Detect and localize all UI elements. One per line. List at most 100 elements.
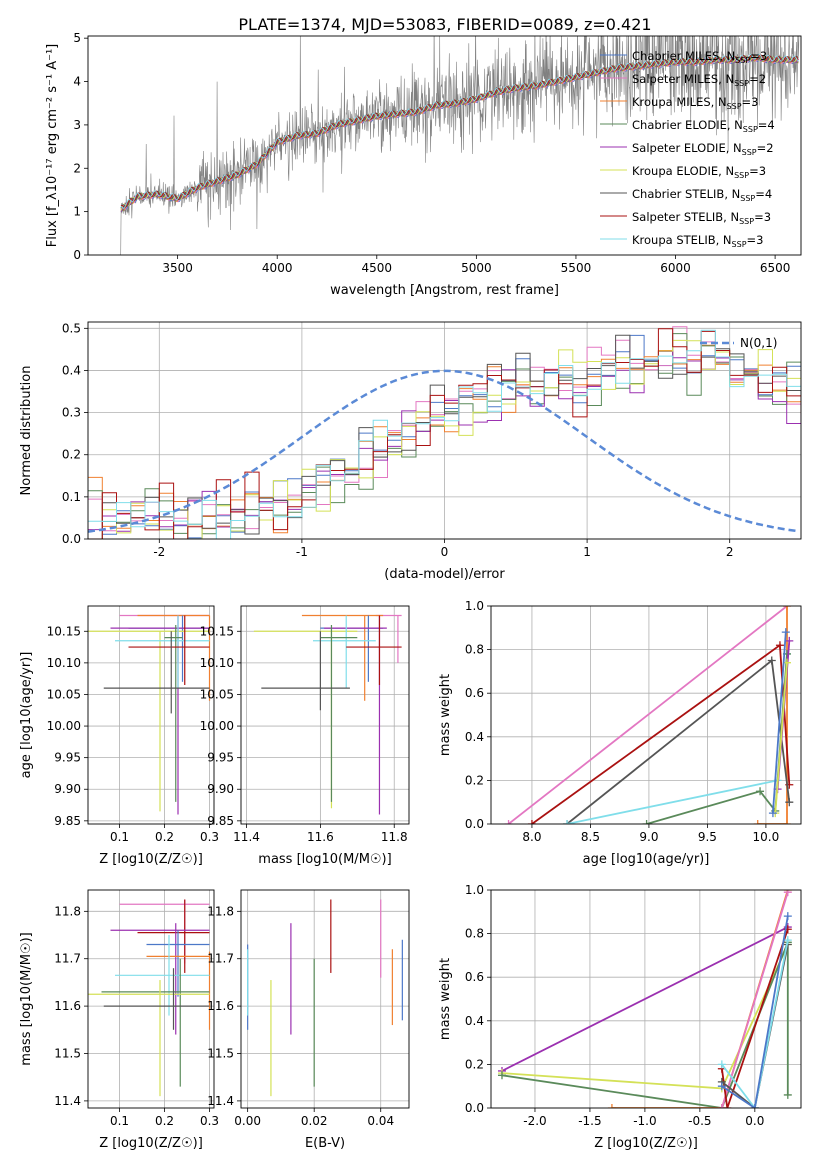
y-tick-label: 3 — [73, 118, 81, 132]
y-tick-label: 11.7 — [54, 952, 81, 966]
y-tick-label: 1 — [73, 205, 81, 219]
y-tick-label: 11.6 — [54, 999, 81, 1013]
x-tick-label: 9.0 — [639, 830, 658, 844]
x-tick-label: 2 — [726, 545, 734, 559]
y-tick-label: 4 — [73, 75, 81, 89]
y-tick-label: 5 — [73, 31, 81, 45]
y-tick-label: 9.90 — [207, 782, 234, 796]
weight-line — [721, 939, 789, 1108]
y-tick-label: 0.2 — [465, 773, 484, 787]
plot-area-age-vs-Z — [88, 614, 211, 815]
x-tick-label: 0.3 — [200, 830, 219, 844]
axes-frame — [87, 605, 215, 825]
y-tick-label: 0.0 — [465, 1101, 484, 1115]
y-tick-label: 11.4 — [207, 1094, 234, 1108]
legend-entry: Salpeter ELODIE, NSSP=2 — [632, 141, 774, 157]
weight-marker — [717, 1082, 726, 1091]
x-axis-label: age [log10(age/yr)] — [583, 852, 710, 867]
weight-line — [721, 891, 789, 1108]
x-tick-label: 6000 — [660, 261, 691, 275]
model-spectrum — [120, 55, 799, 212]
x-tick-label: 0.2 — [155, 1114, 174, 1128]
weight-line — [531, 643, 791, 824]
y-tick-label: 0.5 — [62, 321, 81, 335]
x-tick-label: -1.5 — [578, 1114, 601, 1128]
x-axis-label: E(B-V) — [305, 1136, 345, 1151]
x-axis-label: (data-model)/error — [384, 567, 505, 582]
panel-spectrum: 3500 4000 4500 5000 5500 6000 6500 0 1 2 3 4 5 wavele… — [45, 31, 802, 298]
weight-marker — [723, 1104, 732, 1108]
y-tick-label: 0.4 — [62, 363, 81, 377]
y-axis-label: age [log10(age/yr)] — [19, 652, 34, 779]
weight-line — [774, 662, 788, 814]
weight-marker — [563, 820, 572, 824]
weight-marker — [768, 809, 777, 818]
weight-marker — [783, 936, 792, 945]
weight-marker — [785, 798, 794, 807]
x-tick-label: 8.0 — [522, 830, 541, 844]
panel-residuals: -2 -1 0 1 2 0.0 0.1 0.2 0.3 0.4 0.5 (data-model)/er… — [19, 321, 802, 582]
weight-marker — [785, 636, 794, 645]
weight-marker — [782, 606, 791, 610]
axes-frame — [87, 889, 215, 1109]
plot-area-mass-vs-EBV — [247, 899, 403, 1097]
weight-marker — [783, 890, 792, 897]
x-axis-label: Z [log10(Z/Z☉)] — [594, 1136, 698, 1151]
axes-frame — [87, 321, 802, 540]
weight-marker — [753, 820, 762, 824]
weight-marker — [607, 1104, 616, 1108]
legend-entry: Salpeter STELIB, NSSP=3 — [632, 210, 771, 226]
x-tick-label: 4500 — [362, 261, 393, 275]
y-tick-label: 11.6 — [207, 999, 234, 1013]
legend-entry: Kroupa STELIB, NSSP=3 — [632, 233, 763, 249]
legend-entry: Chabrier ELODIE, NSSP=4 — [632, 118, 775, 134]
legend-entry: N(0,1) — [740, 336, 777, 350]
weight-marker — [527, 820, 536, 824]
x-axis-label: mass [log10(M/M☉)] — [258, 852, 391, 867]
x-tick-label: 9.5 — [698, 830, 717, 844]
x-tick-label: 5000 — [461, 261, 492, 275]
x-tick-label: -1 — [296, 545, 308, 559]
y-tick-label: 11.8 — [54, 904, 81, 918]
y-tick-label: 0.4 — [465, 1014, 484, 1028]
weight-marker — [781, 628, 790, 637]
weight-line — [566, 658, 791, 824]
x-axis-label: Z [log10(Z/Z☉)] — [99, 1136, 203, 1151]
y-tick-label: 10.00 — [200, 719, 234, 733]
y-tick-label: 9.95 — [54, 751, 81, 765]
model-spectrum — [120, 54, 799, 209]
normal-curve — [88, 369, 799, 533]
x-tick-label: 4000 — [262, 261, 293, 275]
x-tick-label: 0 — [441, 545, 449, 559]
plots: 3500 4000 4500 5000 5500 6000 6500 0 1 2 3 4 5 wavele… — [19, 31, 802, 1151]
y-tick-label: 0.1 — [62, 490, 81, 504]
panel-weight-vs-age: 8.0 8.5 9.0 9.5 10.0 0.0 0.2 0.4 0.6 0.8 1.0 age [l… — [438, 599, 802, 867]
histogram-kroupa-stelib — [88, 329, 801, 539]
y-tick-label: 0.0 — [465, 817, 484, 831]
panel-weight-vs-Z: -2.0 -1.5 -1.0 -0.5 0.0 0.0 0.2 0.4 0.6 0.8 1.0 Z [… — [438, 883, 802, 1151]
x-tick-label: 3500 — [162, 261, 193, 275]
legend-entry: Kroupa ELODIE, NSSP=3 — [632, 164, 766, 180]
weight-marker — [717, 1104, 726, 1108]
x-tick-label: 6500 — [760, 261, 791, 275]
y-tick-label: 1.0 — [465, 883, 484, 897]
weight-marker — [782, 820, 791, 824]
y-axis-label: mass [log10(M/M☉)] — [19, 932, 34, 1065]
x-tick-label: 0.04 — [367, 1114, 394, 1128]
weight-marker — [504, 820, 513, 824]
y-tick-label: 10.05 — [47, 687, 81, 701]
y-tick-label: 0.2 — [62, 448, 81, 462]
x-axis-label: wavelength [Angstrom, rest frame] — [330, 283, 559, 298]
axes-frame — [240, 889, 410, 1109]
x-tick-label: 11.8 — [381, 830, 408, 844]
legend-entry: Chabrier MILES, NSSP=3 — [632, 49, 767, 65]
y-axis-label: mass weight — [438, 958, 453, 1040]
weight-marker — [756, 787, 765, 796]
y-tick-label: 0.4 — [465, 730, 484, 744]
legend-entry: Chabrier STELIB, NSSP=4 — [632, 187, 772, 203]
y-tick-label: 9.90 — [54, 782, 81, 796]
weight-line — [721, 916, 789, 1108]
axes-frame — [490, 889, 802, 1109]
axes-frame — [490, 605, 802, 825]
